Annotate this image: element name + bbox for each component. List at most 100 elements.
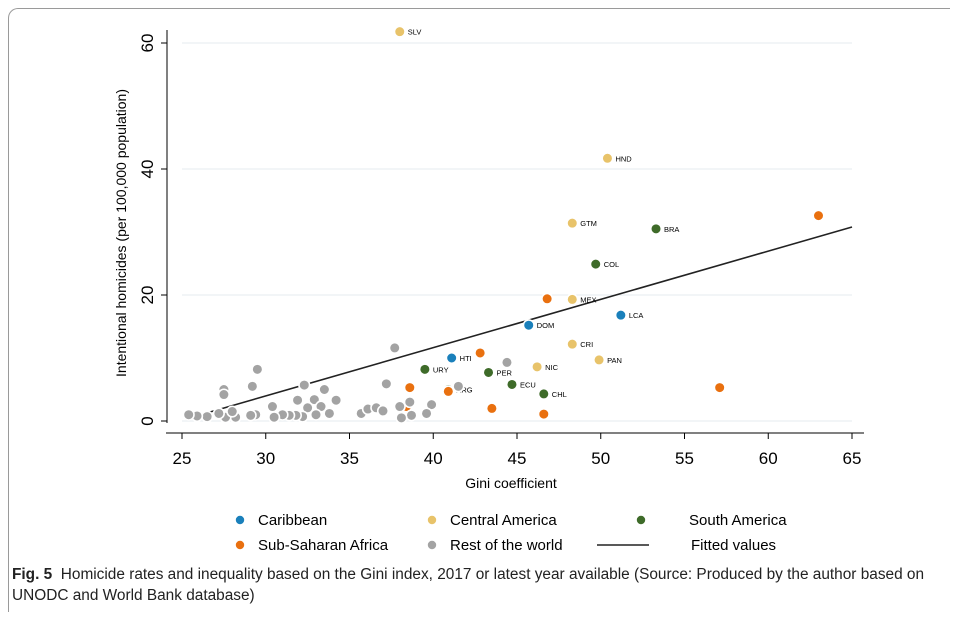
point-label-lca: LCA (629, 311, 644, 320)
caption-text: Homicide rates and inequality based on t… (12, 566, 925, 604)
point-rest-of-the-world-40 (452, 380, 465, 393)
point-south-america-chl (537, 387, 550, 401)
point-rest-of-the-world-11 (291, 394, 304, 407)
point-rest-of-the-world-22 (405, 409, 418, 422)
point-label-col: COL (604, 260, 619, 269)
y-tick-label-60: 60 (138, 34, 157, 53)
legend-marker-rest-of-the-world (426, 539, 438, 551)
point-south-america-ury (418, 363, 431, 376)
x-tick-label-65: 65 (843, 449, 862, 468)
legend-label-central-america: Central America (450, 512, 557, 529)
x-tick-label-60: 60 (759, 449, 778, 468)
y-tick-label-40: 40 (138, 160, 157, 179)
point-label-arg: ARG (456, 386, 472, 395)
point-south-america-col (589, 258, 602, 271)
point-rest-of-the-world-0 (388, 341, 401, 355)
legend-label-fitted-values: Fitted values (691, 537, 776, 554)
point-rest-of-the-world-36 (201, 410, 214, 423)
point-label-hti: HTI (460, 354, 472, 363)
point-rest-of-the-world-39 (226, 405, 239, 418)
y-tick-label-0: 0 (138, 416, 157, 425)
point-sub-saharan-africa-4 (403, 381, 416, 394)
legend-marker-south-america (635, 514, 647, 526)
point-sub-saharan-africa-5 (442, 385, 455, 398)
caption-label: Fig. 5 (12, 566, 53, 583)
point-rest-of-the-world-20 (425, 398, 438, 411)
point-rest-of-the-world-2 (251, 363, 264, 376)
y-tick-label-20: 20 (138, 286, 157, 305)
point-label-per: PER (497, 368, 513, 377)
point-sub-saharan-africa-2 (474, 346, 487, 360)
point-rest-of-the-world-21 (420, 407, 433, 420)
point-south-america-bra (649, 222, 663, 235)
scatter-chart: 25 30 35 40 45 50 55 60 65 0 20 40 60 Gini coeffici… (113, 25, 864, 554)
legend-label-south-america: South America (689, 512, 787, 529)
legend-label-rest-of-the-world: Rest of the world (450, 537, 563, 554)
point-label-pan: PAN (607, 356, 622, 365)
point-rest-of-the-world-6 (246, 380, 259, 393)
x-axis-title: Gini coefficient (465, 475, 557, 491)
point-rest-of-the-world-35 (212, 407, 225, 420)
point-rest-of-the-world-23 (395, 411, 408, 424)
point-sub-saharan-africa-1 (541, 292, 554, 305)
legend-label-sub-saharan-africa: Sub-Saharan Africa (258, 537, 389, 554)
point-label-dom: DOM (537, 321, 555, 330)
point-label-ury: URY (433, 365, 449, 374)
figure-caption: Fig. 5 Homicide rates and inequality bas… (12, 564, 942, 606)
fitted-line (185, 226, 853, 420)
point-label-ecu: ECU (520, 380, 536, 389)
point-rest-of-the-world-18 (393, 400, 406, 413)
x-axis-ticks: 25 30 35 40 45 50 55 60 65 (173, 433, 862, 468)
y-axis-title: Intentional homicides (per 100,000 popul… (113, 89, 129, 377)
point-central-america-nic (530, 360, 544, 373)
point-label-chl: CHL (552, 390, 567, 399)
point-rest-of-the-world-8 (217, 388, 230, 401)
point-rest-of-the-world-38 (182, 408, 195, 421)
point-label-slv: SLV (408, 28, 422, 37)
point-rest-of-the-world-5 (298, 378, 311, 392)
point-rest-of-the-world-1 (500, 356, 514, 369)
legend-marker-caribbean (234, 514, 246, 526)
x-tick-label-35: 35 (340, 449, 359, 468)
grid-lines (182, 42, 852, 422)
point-sub-saharan-africa-0 (812, 209, 825, 222)
legend-marker-central-america (426, 514, 438, 526)
data-points: HTI DOM LCA SLV HND GTM MEX CRI NIC PAN BRA COL URY P… (182, 25, 825, 424)
point-rest-of-the-world-25 (309, 408, 323, 421)
x-tick-label-45: 45 (508, 449, 527, 468)
point-label-bra: BRA (664, 225, 679, 234)
point-caribbean-lca (614, 309, 627, 322)
point-sub-saharan-africa-6 (485, 402, 498, 415)
legend: Caribbean Central America South America Sub… (234, 512, 787, 554)
point-south-america-ecu (505, 378, 519, 391)
point-label-nic: NIC (545, 363, 559, 372)
point-central-america-mex (566, 293, 579, 306)
point-sub-saharan-africa-3 (713, 381, 726, 394)
y-axis-ticks: 0 20 40 60 (138, 34, 167, 426)
point-label-mex: MEX (580, 295, 596, 304)
legend-label-caribbean: Caribbean (258, 512, 327, 529)
point-sub-saharan-africa-7 (537, 407, 550, 421)
x-tick-label-30: 30 (256, 449, 275, 468)
point-rest-of-the-world-12 (266, 400, 279, 413)
point-caribbean-hti (445, 351, 458, 365)
point-central-america-cri (566, 338, 579, 351)
point-rest-of-the-world-30 (268, 411, 281, 424)
point-central-america-slv (393, 25, 406, 38)
point-central-america-hnd (601, 152, 614, 165)
point-label-cri: CRI (580, 340, 593, 349)
x-tick-label-40: 40 (424, 449, 443, 468)
point-south-america-per (482, 366, 495, 379)
point-central-america-gtm (566, 217, 579, 230)
point-rest-of-the-world-32 (244, 409, 257, 422)
point-rest-of-the-world-41 (376, 404, 390, 418)
point-rest-of-the-world-3 (380, 377, 393, 390)
point-rest-of-the-world-19 (403, 396, 416, 409)
x-tick-label-50: 50 (591, 449, 610, 468)
figure-border (8, 8, 950, 612)
x-tick-label-25: 25 (173, 449, 192, 468)
x-tick-label-55: 55 (675, 449, 694, 468)
point-rest-of-the-world-4 (318, 383, 331, 396)
point-label-gtm: GTM (580, 219, 597, 228)
